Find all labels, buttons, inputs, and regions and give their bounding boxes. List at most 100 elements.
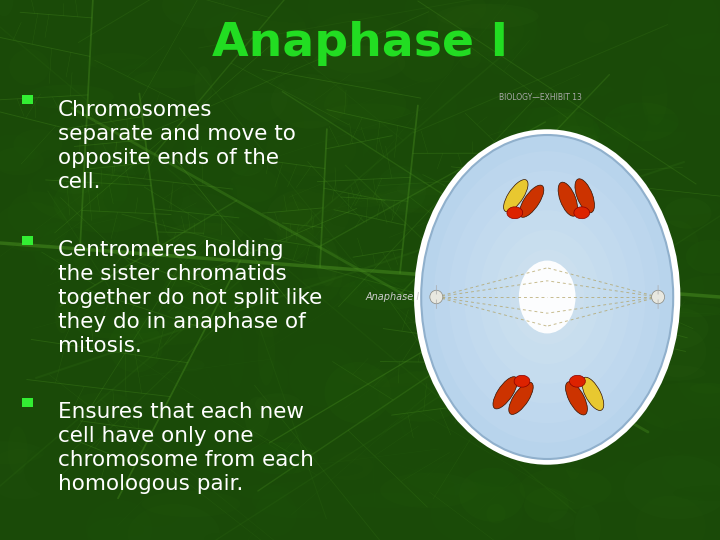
Ellipse shape bbox=[526, 269, 569, 325]
Ellipse shape bbox=[636, 382, 720, 431]
Ellipse shape bbox=[648, 496, 705, 507]
Ellipse shape bbox=[300, 462, 363, 476]
Ellipse shape bbox=[14, 87, 58, 108]
Ellipse shape bbox=[234, 56, 300, 93]
Ellipse shape bbox=[435, 356, 493, 420]
Circle shape bbox=[514, 375, 530, 387]
Ellipse shape bbox=[309, 238, 352, 264]
Ellipse shape bbox=[495, 230, 600, 364]
Ellipse shape bbox=[30, 132, 71, 180]
Ellipse shape bbox=[635, 496, 706, 540]
Ellipse shape bbox=[653, 304, 720, 317]
Ellipse shape bbox=[27, 94, 83, 144]
Ellipse shape bbox=[215, 237, 269, 273]
Ellipse shape bbox=[558, 182, 577, 216]
Ellipse shape bbox=[573, 375, 630, 401]
Ellipse shape bbox=[176, 359, 204, 372]
Ellipse shape bbox=[300, 276, 399, 287]
Ellipse shape bbox=[593, 90, 648, 151]
Ellipse shape bbox=[519, 261, 575, 333]
Ellipse shape bbox=[0, 134, 35, 172]
Ellipse shape bbox=[569, 96, 643, 134]
Ellipse shape bbox=[432, 301, 530, 326]
Ellipse shape bbox=[667, 420, 684, 455]
Ellipse shape bbox=[222, 64, 309, 93]
Ellipse shape bbox=[393, 195, 472, 210]
Ellipse shape bbox=[238, 438, 338, 468]
Ellipse shape bbox=[14, 356, 89, 399]
Ellipse shape bbox=[646, 307, 708, 349]
Ellipse shape bbox=[150, 132, 236, 171]
Text: Anaphase I: Anaphase I bbox=[365, 292, 420, 302]
Ellipse shape bbox=[204, 11, 266, 50]
Ellipse shape bbox=[349, 259, 432, 313]
Ellipse shape bbox=[438, 3, 524, 57]
Ellipse shape bbox=[176, 184, 271, 219]
Ellipse shape bbox=[49, 174, 100, 194]
Ellipse shape bbox=[161, 267, 245, 326]
Ellipse shape bbox=[229, 330, 244, 387]
Ellipse shape bbox=[312, 45, 405, 82]
Ellipse shape bbox=[310, 509, 373, 540]
Ellipse shape bbox=[0, 0, 14, 16]
Ellipse shape bbox=[39, 352, 73, 394]
Ellipse shape bbox=[262, 255, 331, 294]
Ellipse shape bbox=[600, 46, 632, 97]
Ellipse shape bbox=[484, 340, 527, 403]
Ellipse shape bbox=[248, 287, 329, 343]
Ellipse shape bbox=[53, 173, 156, 233]
Ellipse shape bbox=[546, 413, 647, 447]
Ellipse shape bbox=[41, 240, 145, 271]
Ellipse shape bbox=[55, 294, 71, 333]
Ellipse shape bbox=[123, 524, 144, 536]
Ellipse shape bbox=[230, 167, 279, 203]
Ellipse shape bbox=[48, 0, 96, 8]
Ellipse shape bbox=[0, 505, 32, 540]
Ellipse shape bbox=[258, 321, 275, 386]
Ellipse shape bbox=[162, 124, 184, 164]
Ellipse shape bbox=[7, 414, 99, 436]
Ellipse shape bbox=[266, 120, 356, 177]
Ellipse shape bbox=[142, 491, 240, 517]
Ellipse shape bbox=[265, 437, 324, 469]
Ellipse shape bbox=[302, 245, 343, 303]
Ellipse shape bbox=[661, 33, 720, 76]
Ellipse shape bbox=[111, 99, 208, 141]
Ellipse shape bbox=[598, 276, 677, 295]
Ellipse shape bbox=[24, 11, 122, 32]
Ellipse shape bbox=[592, 345, 684, 383]
Ellipse shape bbox=[474, 298, 555, 324]
Ellipse shape bbox=[682, 116, 720, 130]
Ellipse shape bbox=[35, 228, 86, 284]
Ellipse shape bbox=[240, 440, 300, 480]
Ellipse shape bbox=[397, 183, 426, 195]
Ellipse shape bbox=[547, 58, 590, 93]
Ellipse shape bbox=[562, 363, 642, 419]
Ellipse shape bbox=[5, 512, 40, 538]
Ellipse shape bbox=[564, 425, 583, 480]
Ellipse shape bbox=[363, 137, 465, 187]
Ellipse shape bbox=[486, 504, 506, 524]
Ellipse shape bbox=[574, 505, 600, 540]
Ellipse shape bbox=[125, 9, 208, 46]
Ellipse shape bbox=[7, 426, 27, 475]
Ellipse shape bbox=[4, 423, 60, 476]
Ellipse shape bbox=[531, 112, 629, 170]
FancyBboxPatch shape bbox=[22, 96, 33, 104]
Ellipse shape bbox=[66, 362, 115, 396]
Text: Centromeres holding
the sister chromatids
together do not split like
they do in : Centromeres holding the sister chromatid… bbox=[58, 240, 322, 356]
Ellipse shape bbox=[459, 468, 525, 522]
Ellipse shape bbox=[249, 100, 304, 145]
Ellipse shape bbox=[24, 448, 70, 494]
Ellipse shape bbox=[462, 159, 552, 220]
Ellipse shape bbox=[683, 308, 712, 335]
Ellipse shape bbox=[0, 78, 94, 93]
Ellipse shape bbox=[603, 112, 656, 144]
Ellipse shape bbox=[287, 483, 374, 512]
Ellipse shape bbox=[161, 124, 220, 155]
Ellipse shape bbox=[436, 224, 489, 279]
Ellipse shape bbox=[194, 66, 212, 107]
Ellipse shape bbox=[667, 0, 719, 50]
Ellipse shape bbox=[87, 53, 149, 70]
Ellipse shape bbox=[130, 497, 180, 526]
